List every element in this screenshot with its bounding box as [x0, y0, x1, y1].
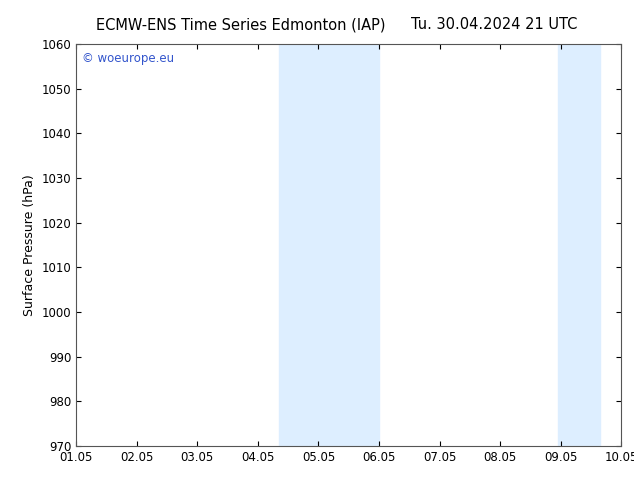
Bar	[279, 44, 379, 446]
Text: Tu. 30.04.2024 21 UTC: Tu. 30.04.2024 21 UTC	[411, 17, 578, 32]
Text: ECMW-ENS Time Series Edmonton (IAP): ECMW-ENS Time Series Edmonton (IAP)	[96, 17, 385, 32]
Y-axis label: Surface Pressure (hPa): Surface Pressure (hPa)	[23, 174, 36, 316]
Bar	[558, 44, 600, 446]
Text: © woeurope.eu: © woeurope.eu	[82, 52, 174, 65]
